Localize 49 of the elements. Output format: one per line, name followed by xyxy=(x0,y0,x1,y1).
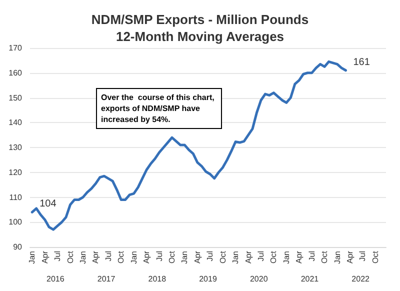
x-tick-label: Jan xyxy=(28,251,37,264)
chart-title: NDM/SMP Exports - Million Pounds 12-Month Moving Averages xyxy=(91,12,309,44)
text: 2018 xyxy=(148,274,167,284)
x-tick-label: Jul xyxy=(53,250,62,262)
y-tick-label: 150 xyxy=(8,93,23,102)
text: 2017 xyxy=(97,274,116,284)
x-tick-label: Apr xyxy=(294,250,304,264)
x-tick-label: Apr xyxy=(142,250,152,264)
y-tick-label: 160 xyxy=(8,68,23,78)
x-tick-label: Jan xyxy=(231,251,240,264)
x-tick-label: Jan xyxy=(180,251,190,264)
y-tick-label: 140 xyxy=(8,118,23,128)
annotation: Over the course of this chart, exports of NDM/SMP have increased by 54%. xyxy=(101,93,217,124)
x-tick-label: Apr xyxy=(91,250,100,264)
x-tick-label: Jan xyxy=(129,251,138,264)
x-tick-label: Jul xyxy=(104,250,113,262)
x-tick-label: Apr xyxy=(40,250,50,264)
text: 2019 xyxy=(199,274,218,284)
data-label: 161 xyxy=(353,56,370,68)
x-tick-label: Jul xyxy=(206,250,215,262)
y-tick-label: 120 xyxy=(8,168,23,177)
line-series xyxy=(30,60,347,231)
x-tick-label: Jan xyxy=(332,251,342,264)
x-tick-label: Apr xyxy=(244,250,253,264)
x-tick-label: Oct xyxy=(66,250,75,264)
text: 2021 xyxy=(300,274,320,284)
x-tick-label: Jul xyxy=(154,250,164,262)
data-label: 104 xyxy=(40,198,57,210)
text: 2016 xyxy=(46,274,65,284)
y-tick-label: 90 xyxy=(13,242,23,252)
x-tick-label: Oct xyxy=(167,250,176,264)
x-tick-label: Jan xyxy=(282,251,291,264)
text: 2020 xyxy=(250,274,268,284)
y-tick-label: 110 xyxy=(9,192,23,202)
text: 2022 xyxy=(352,274,370,284)
x-tick-label: Jul xyxy=(256,250,266,262)
x-tick-label: Oct xyxy=(218,250,228,264)
y-tick-label: 170 xyxy=(8,44,23,52)
x-tick-label: Jan xyxy=(78,251,88,264)
x-tick-label: Oct xyxy=(370,250,380,264)
y-tick-label: 130 xyxy=(8,143,23,152)
x-tick-label: Apr xyxy=(345,250,354,264)
x-tick-label: Jul xyxy=(307,250,316,262)
x-tick-label: Jul xyxy=(358,250,368,262)
x-tick-label: Apr xyxy=(192,250,202,264)
x-tick-label: Oct xyxy=(269,250,278,264)
y-tick-label: 100 xyxy=(8,218,23,227)
x-tick-label: Oct xyxy=(116,250,126,264)
x-tick-label: Oct xyxy=(320,250,330,264)
